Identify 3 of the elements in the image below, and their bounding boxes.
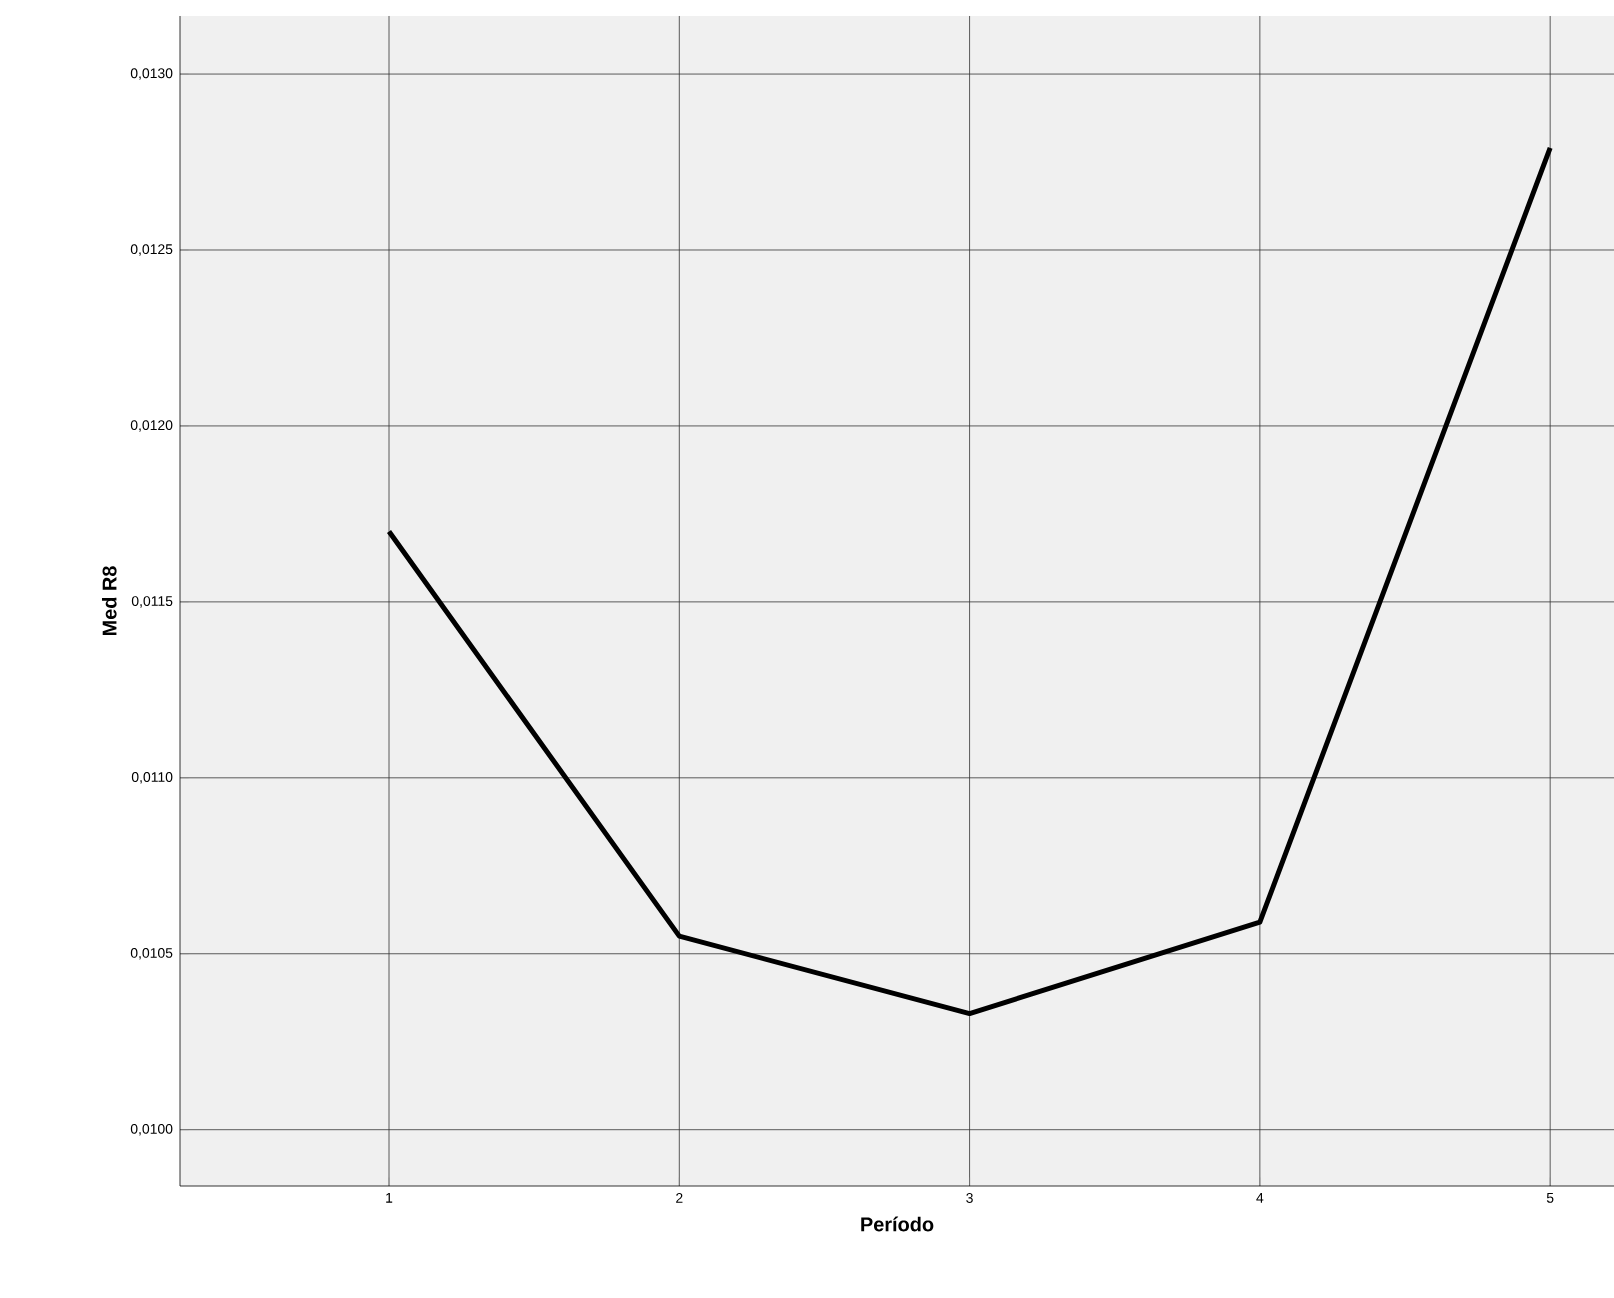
x-axis-title: Período xyxy=(861,1216,934,1232)
y-axis-title: Med R8 xyxy=(101,566,117,636)
line-series xyxy=(386,145,1553,1017)
